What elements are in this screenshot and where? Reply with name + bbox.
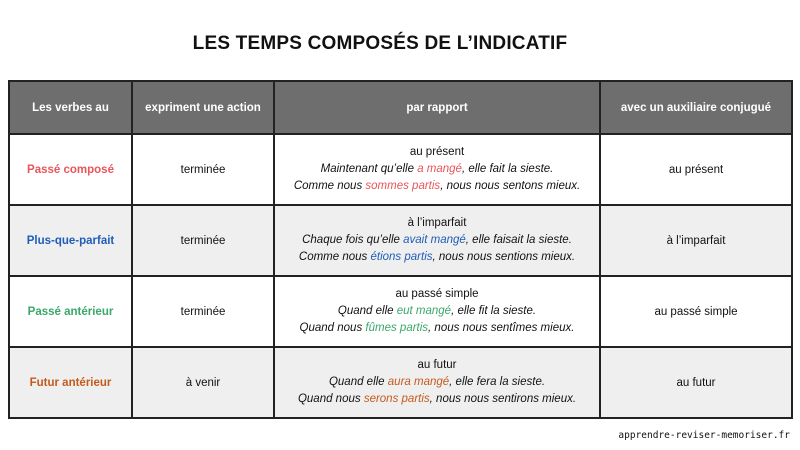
example-verb: eut mangé (396, 305, 452, 317)
example-verb: fûmes partis (365, 322, 429, 334)
relation-label: au présent (409, 146, 465, 158)
relation-label: au passé simple (395, 288, 479, 300)
header-auxiliary: avec un auxiliaire conjugué (599, 80, 793, 135)
example-text: Quand nous (297, 393, 364, 405)
header-relation: par rapport (273, 80, 601, 135)
example-sentence: Maintenant qu’elle a mangé, elle fait la… (279, 161, 595, 178)
example-sentence: Quand elle aura mangé, elle fera la sies… (279, 374, 595, 391)
relation-cell: à l’imparfait Chaque fois qu’elle avait m… (273, 204, 601, 277)
auxiliary-cell: au présent (599, 133, 793, 206)
site-url: apprendre-reviser-memoriser.fr (618, 430, 790, 441)
auxiliary-cell: au passé simple (599, 275, 793, 348)
example-text: , elle fit la sieste. (451, 305, 537, 317)
example-sentence: Chaque fois qu’elle avait mangé, elle fa… (279, 232, 595, 249)
example-sentence: Comme nous sommes partis, nous nous sent… (279, 178, 595, 195)
action-cell: terminée (131, 133, 275, 206)
example-text: Comme nous (293, 180, 366, 192)
example-verb: a mangé (417, 163, 462, 175)
relation-label: à l’imparfait (407, 217, 467, 229)
example-text: , elle faisait la sieste. (465, 234, 572, 246)
example-verb: avait mangé (403, 234, 466, 246)
tense-cell: Plus-que-parfait (8, 204, 133, 277)
header-action: expriment une action (131, 80, 275, 135)
example-sentence: Quand nous fûmes partis, nous nous sentî… (279, 320, 595, 337)
example-text: , nous nous sentons mieux. (440, 180, 581, 192)
action-cell: terminée (131, 204, 275, 277)
example-text: , elle fait la sieste. (461, 163, 554, 175)
table-row: Passé composé terminée au présent Maintenan… (8, 133, 793, 206)
table-row: Futur antérieur à venir au futur Quand elle… (8, 346, 793, 419)
example-sentence: Quand elle eut mangé, elle fit la sieste… (279, 303, 595, 320)
example-sentence: Comme nous étions partis, nous nous sent… (279, 249, 595, 266)
example-verb: aura mangé (387, 376, 450, 388)
relation-cell: au futur Quand elle aura mangé, elle fera… (273, 346, 601, 419)
table-row: Passé antérieur terminée au passé simple Qu… (8, 275, 793, 348)
example-text: , elle fera la sieste. (449, 376, 546, 388)
tense-cell: Passé composé (8, 133, 133, 206)
tense-cell: Futur antérieur (8, 346, 133, 419)
table-row: Plus-que-parfait terminée à l’imparfait Cha… (8, 204, 793, 277)
action-cell: terminée (131, 275, 275, 348)
auxiliary-cell: à l’imparfait (599, 204, 793, 277)
example-verb: sommes partis (365, 180, 441, 192)
tenses-table: Les verbes au expriment une action par r… (8, 80, 793, 419)
tense-cell: Passé antérieur (8, 275, 133, 348)
example-text: Quand nous (299, 322, 366, 334)
example-text: Comme nous (298, 251, 371, 263)
relation-cell: au passé simple Quand elle eut mangé, ell… (273, 275, 601, 348)
example-text: , nous nous sentirons mieux. (429, 393, 577, 405)
example-sentence: Quand nous serons partis, nous nous sent… (279, 391, 595, 408)
header-tense: Les verbes au (8, 80, 133, 135)
header-row: Les verbes au expriment une action par r… (8, 80, 793, 135)
auxiliary-cell: au futur (599, 346, 793, 419)
example-text: Chaque fois qu’elle (302, 234, 404, 246)
example-text: Quand elle (328, 376, 388, 388)
page-title: LES TEMPS COMPOSÉS DE L’INDICATIF (192, 33, 568, 54)
example-text: Maintenant qu’elle (320, 163, 418, 175)
example-text: Quand elle (337, 305, 397, 317)
example-verb: serons partis (363, 393, 430, 405)
relation-cell: au présent Maintenant qu’elle a mangé, el… (273, 133, 601, 206)
relation-label: au futur (417, 359, 457, 371)
example-text: , nous nous sentîmes mieux. (428, 322, 575, 334)
example-text: , nous nous sentions mieux. (432, 251, 576, 263)
action-cell: à venir (131, 346, 275, 419)
example-verb: étions partis (370, 251, 433, 263)
